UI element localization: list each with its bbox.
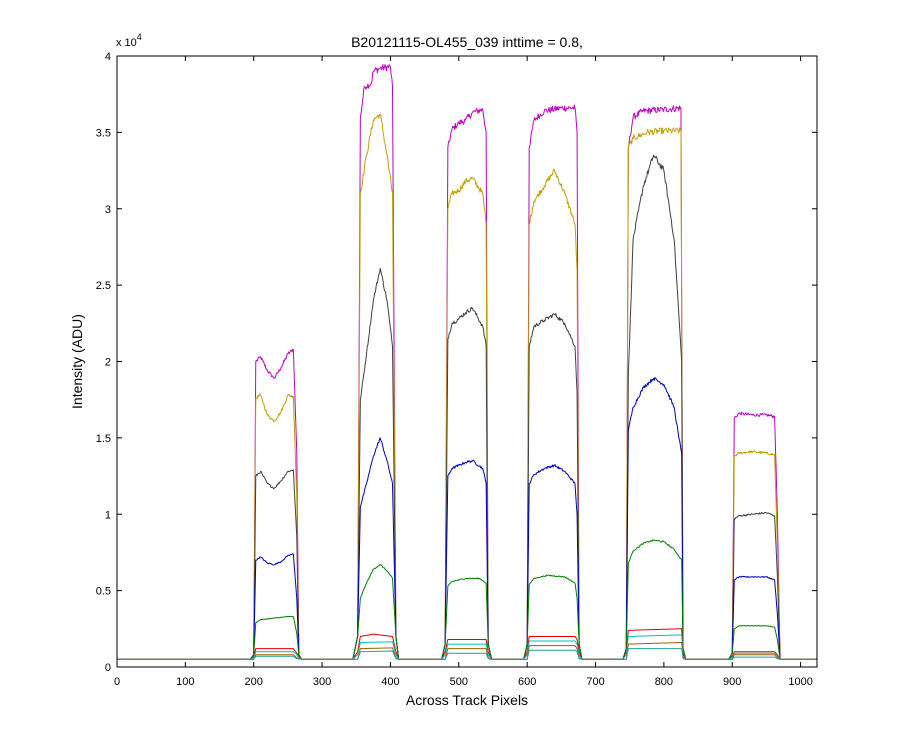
x-tick-label: 300 bbox=[313, 676, 331, 688]
x-tick-label: 1000 bbox=[788, 676, 812, 688]
x-axis-label: Across Track Pixels bbox=[406, 692, 528, 708]
y-exponent-power: 4 bbox=[137, 32, 142, 42]
x-tick-label: 900 bbox=[723, 676, 741, 688]
series-line-9 bbox=[117, 648, 817, 660]
plot-area bbox=[117, 64, 817, 660]
y-tick-label: 0.5 bbox=[96, 586, 111, 598]
x-tick-label: 100 bbox=[176, 676, 194, 688]
y-exponent-base: x 10 bbox=[116, 37, 137, 49]
x-tick-label: 600 bbox=[518, 676, 536, 688]
y-tick-label: 1.5 bbox=[96, 433, 111, 445]
axis-ticks: 0 100 200 300 400 500 600 700 800 900 1000 0 0.5 1 1.5… bbox=[96, 51, 817, 688]
series-line-5 bbox=[117, 539, 817, 660]
y-axis-exponent: x 104 bbox=[116, 32, 142, 49]
x-tick-label: 700 bbox=[586, 676, 604, 688]
x-tick-label: 500 bbox=[450, 676, 468, 688]
x-tick-label: 400 bbox=[381, 676, 399, 688]
x-tick-label: 200 bbox=[245, 676, 263, 688]
chart-title: B20121115-OL455_039 inttime = 0.8, bbox=[351, 34, 583, 50]
y-tick-label: 2.5 bbox=[96, 280, 111, 292]
y-tick-label: 3.5 bbox=[96, 127, 111, 139]
y-tick-label: 1 bbox=[105, 509, 111, 521]
x-tick-label: 0 bbox=[114, 676, 120, 688]
y-axis-label: Intensity (ADU) bbox=[69, 314, 85, 409]
y-tick-label: 3 bbox=[105, 204, 111, 216]
x-tick-label: 800 bbox=[655, 676, 673, 688]
y-tick-label: 2 bbox=[105, 357, 111, 369]
y-tick-label: 4 bbox=[105, 51, 111, 63]
y-tick-label: 0 bbox=[105, 662, 111, 674]
